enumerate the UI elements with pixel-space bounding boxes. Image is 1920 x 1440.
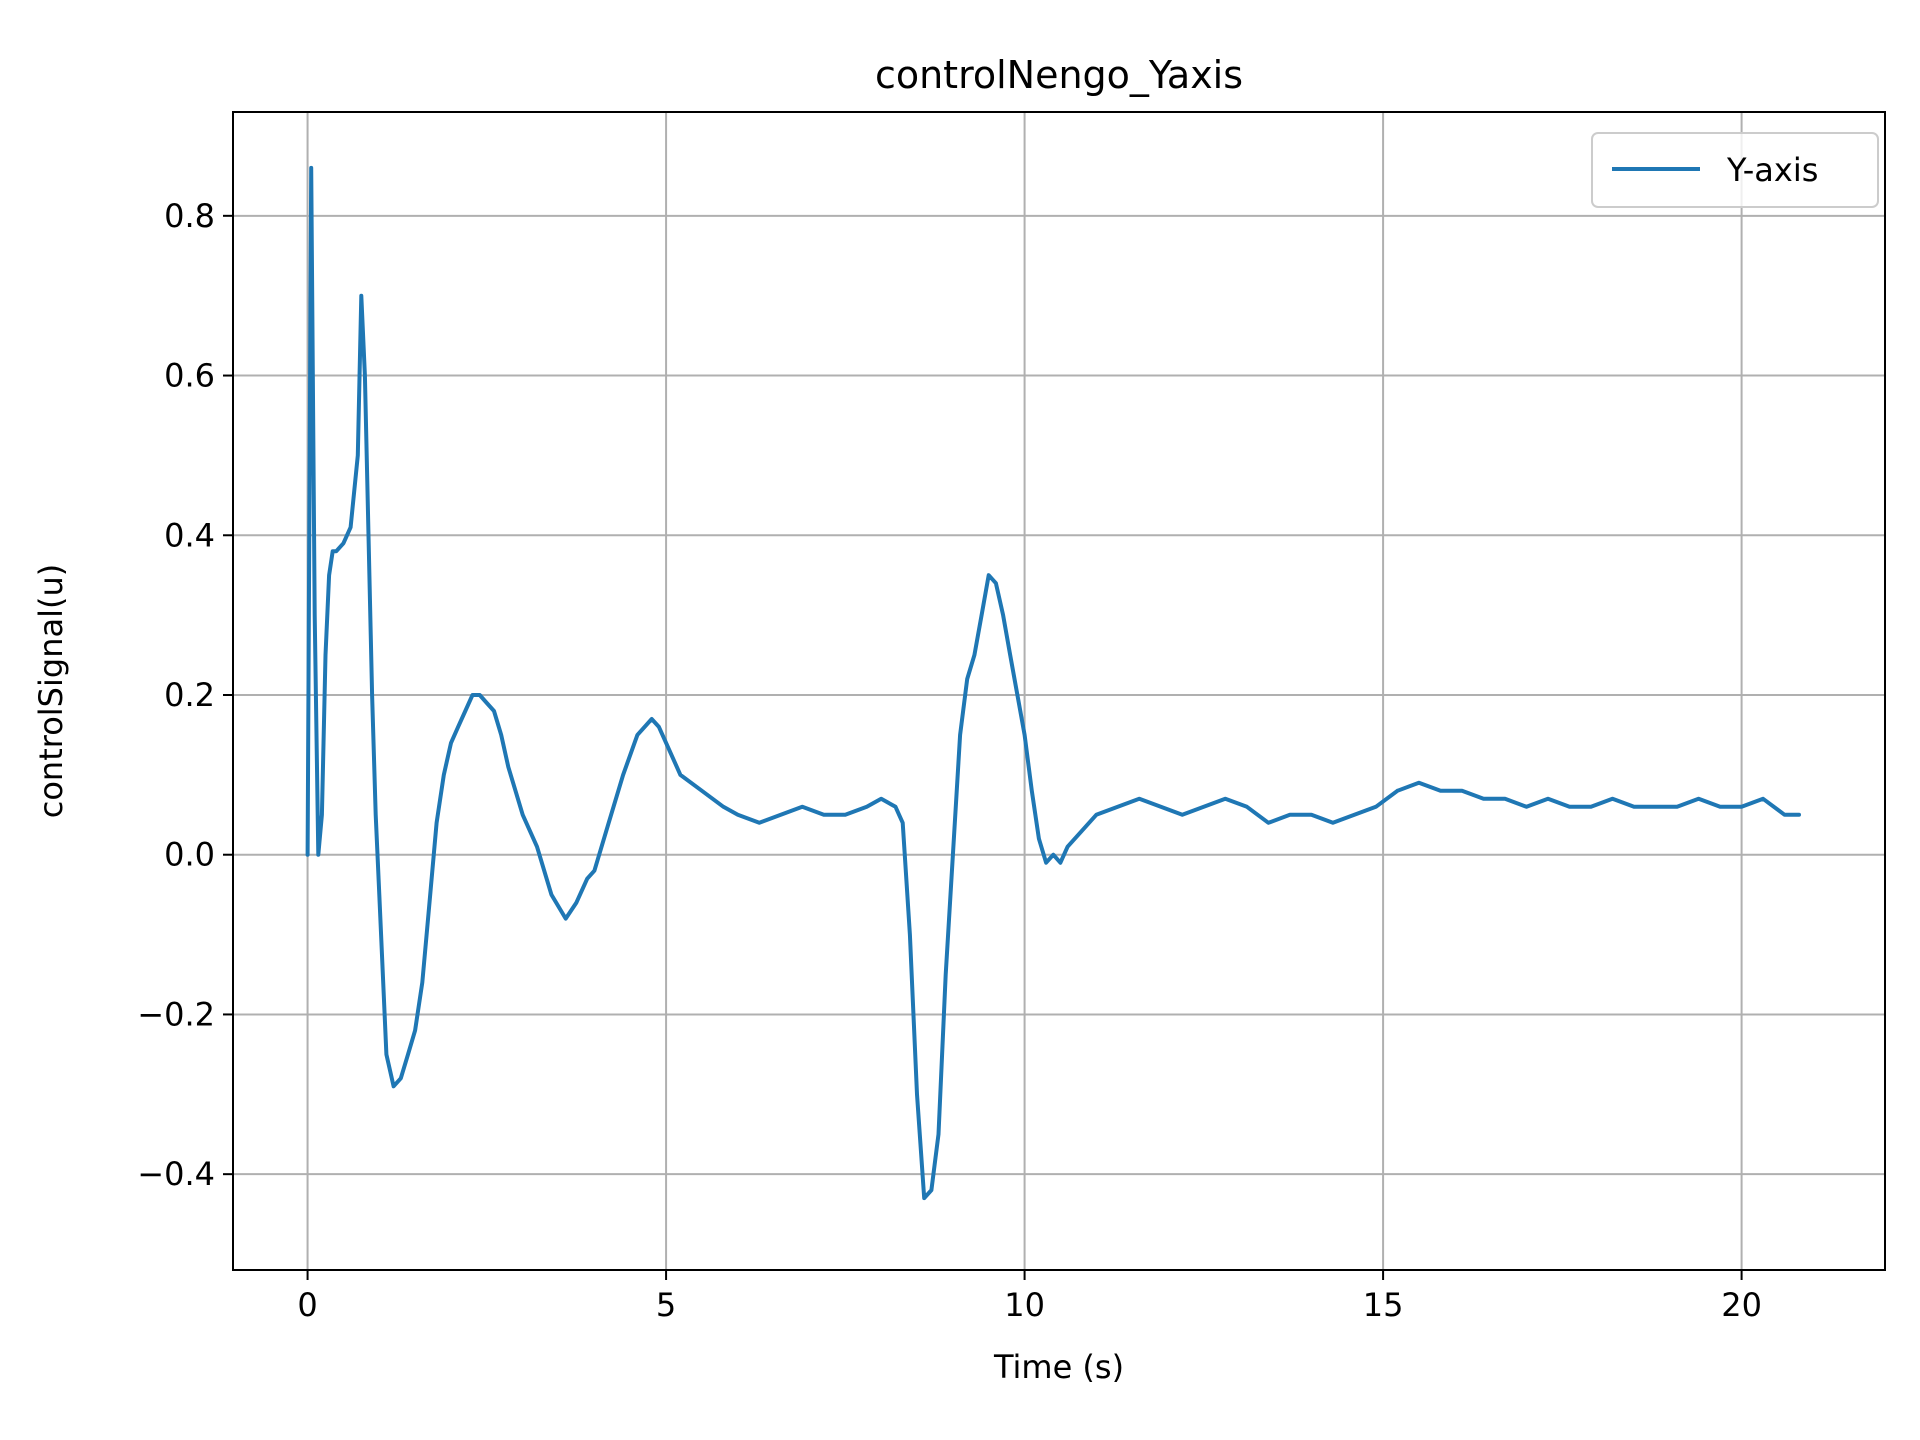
y-tick-label: −0.2 <box>137 995 215 1033</box>
grid-lines <box>233 112 1885 1270</box>
x-axis-label: Time (s) <box>993 1348 1124 1386</box>
x-tick-label: 10 <box>1004 1286 1045 1324</box>
series-line-y-axis <box>305 165 1801 1201</box>
y-tick-label: 0.8 <box>164 197 215 235</box>
y-tick-label: 0.2 <box>164 676 215 714</box>
x-tick-label: 20 <box>1721 1286 1762 1324</box>
legend-label-y-axis: Y-axis <box>1726 151 1818 189</box>
y-tick-label: 0.0 <box>164 836 215 874</box>
chart-title: controlNengo_Yaxis <box>875 53 1243 97</box>
x-tick-label: 15 <box>1363 1286 1404 1324</box>
x-axis: 0 5 10 15 20 <box>297 1270 1762 1324</box>
legend: Y-axis <box>1591 132 1879 208</box>
y-axis-label: controlSignal(u) <box>32 564 70 818</box>
y-tick-label: 0.4 <box>164 516 215 554</box>
series-group <box>305 165 1801 1201</box>
plot-area-frame <box>232 111 1886 1271</box>
x-tick-label: 5 <box>656 1286 676 1324</box>
legend-box <box>1591 132 1879 208</box>
y-axis: −0.4 −0.2 0.0 0.2 0.4 0.6 0.8 <box>137 197 233 1193</box>
y-tick-label: −0.4 <box>137 1155 215 1193</box>
x-tick-label: 0 <box>297 1286 317 1324</box>
y-tick-label: 0.6 <box>164 357 215 395</box>
